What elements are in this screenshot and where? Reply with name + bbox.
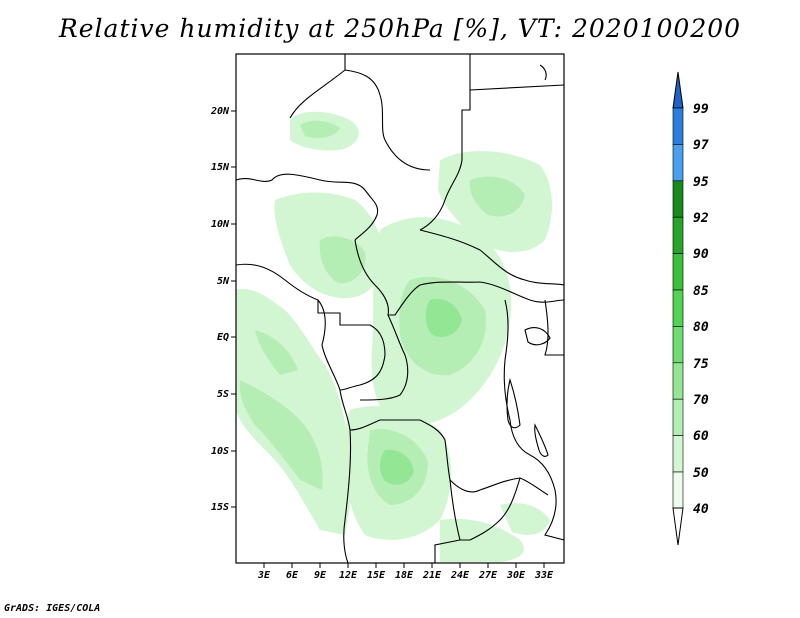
lat-label: 15N (211, 162, 230, 173)
colorbar-label: 99 (693, 102, 709, 117)
longitude-axis: 3E 6E 9E 12E 15E 18E 21E 24E 27E 30E 33E (257, 563, 554, 581)
colorbar-top-arrow (672, 71, 684, 109)
lon-label: 30E (506, 570, 526, 581)
colorbar-label: 60 (693, 429, 709, 444)
colorbar-cell (672, 107, 684, 145)
colorbar-label: 80 (693, 320, 709, 335)
colorbar-label: 40 (693, 502, 709, 517)
humidity-shading (236, 111, 552, 562)
colorbar-cell (672, 326, 684, 364)
colorbar-cell (672, 435, 684, 473)
colorbar-cell (672, 253, 684, 291)
map-title: Relative humidity at 250hPa [%], VT: 202… (58, 14, 742, 43)
lon-label: 6E (286, 570, 299, 581)
colorbar-label: 85 (693, 284, 709, 299)
colorbar-cell (672, 216, 684, 254)
lon-label: 12E (339, 570, 358, 581)
colorbar-label: 90 (693, 247, 709, 262)
lon-label: 21E (422, 570, 442, 581)
colorbar-cell (672, 471, 684, 509)
lat-label: EQ (217, 332, 229, 343)
lon-label: 18E (395, 570, 414, 581)
colorbar: 99 97 95 92 90 85 80 75 70 60 50 40 (672, 71, 709, 546)
lat-label: 15S (211, 502, 229, 513)
colorbar-cell (672, 289, 684, 327)
lon-label: 27E (478, 570, 498, 581)
colorbar-bottom-arrow (672, 507, 684, 546)
colorbar-cell (672, 180, 684, 218)
lat-label: 5S (217, 389, 229, 400)
colorbar-cell (672, 144, 684, 182)
lat-label: 10S (211, 446, 229, 457)
lon-label: 33E (534, 570, 554, 581)
map-borders (235, 54, 565, 564)
colorbar-label: 70 (693, 393, 709, 408)
colorbar-label: 92 (693, 211, 709, 226)
lon-label: 9E (314, 570, 327, 581)
lon-label: 15E (367, 570, 386, 581)
grads-credit: GrADS: IGES/COLA (4, 603, 101, 614)
lon-label: 3E (257, 570, 271, 581)
lon-label: 24E (450, 570, 470, 581)
lat-label: 5N (217, 276, 230, 287)
colorbar-cell (672, 362, 684, 400)
colorbar-cell (672, 398, 684, 436)
colorbar-label: 95 (693, 175, 709, 190)
lat-label: 10N (211, 219, 230, 230)
colorbar-label: 50 (693, 466, 709, 481)
map-frame (235, 53, 565, 564)
colorbar-label: 97 (693, 138, 709, 153)
colorbar-label: 75 (693, 357, 709, 372)
lat-label: 20N (210, 106, 230, 117)
latitude-axis: 20N 15N 10N 5N EQ 5S 10S 15S (210, 106, 236, 513)
